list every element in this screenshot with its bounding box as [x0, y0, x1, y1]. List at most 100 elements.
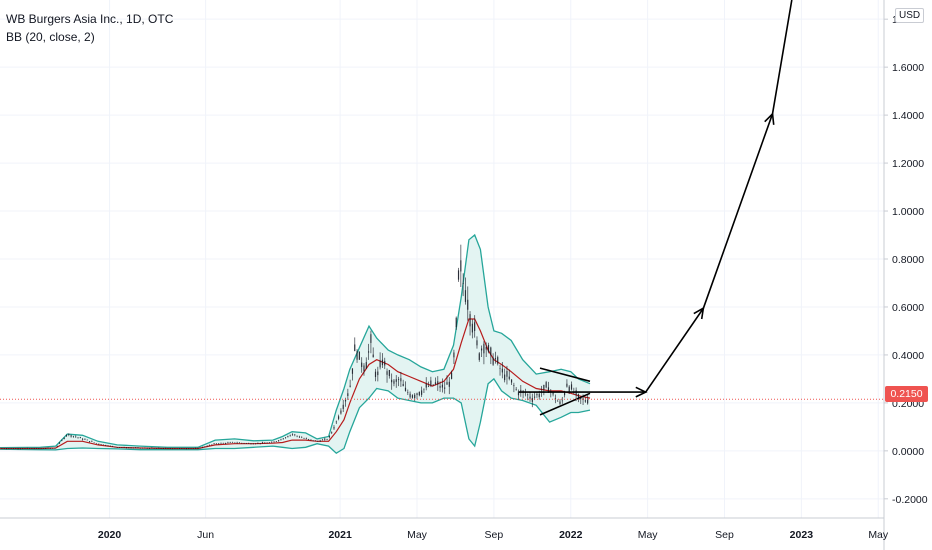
trendline-drawings[interactable]: [518, 0, 793, 416]
candle-body: [557, 400, 559, 402]
candle-body: [490, 347, 492, 356]
indicator-label[interactable]: BB (20, close, 2): [6, 30, 95, 44]
chart-grid: [0, 0, 884, 518]
candle-body: [393, 380, 395, 384]
y-tick-label: 0.8000: [892, 254, 924, 266]
candle-body: [107, 445, 109, 447]
candle-body: [65, 434, 68, 436]
candle-body: [12, 448, 15, 450]
candle-body: [282, 438, 284, 440]
candle-body: [17, 448, 19, 450]
candle-body: [351, 368, 354, 374]
candle-body: [234, 442, 236, 444]
triangle-lower-line: [539, 392, 591, 416]
candle-body: [222, 443, 224, 444]
candle-body: [381, 359, 384, 366]
projection-line: [518, 0, 793, 393]
candle-body: [388, 369, 390, 377]
candle-body: [460, 260, 462, 272]
candle-body: [520, 389, 522, 393]
candle-body: [467, 299, 469, 310]
candle-body: [335, 421, 337, 423]
candle-body: [252, 443, 254, 445]
candle-body: [125, 447, 128, 449]
y-tick-label: 1.2000: [892, 158, 924, 170]
candle-body: [483, 343, 485, 354]
x-tick-label: 2023: [790, 529, 814, 541]
candle-body: [510, 379, 513, 383]
candle-body: [105, 445, 107, 446]
candle-body: [24, 448, 26, 449]
candle-body: [577, 394, 580, 399]
candle-body: [531, 398, 533, 402]
x-tick-label: May: [407, 529, 428, 541]
currency-badge[interactable]: USD: [895, 8, 925, 23]
x-tick-label: 2020: [98, 529, 122, 541]
candle-body: [169, 448, 171, 450]
candle-body: [494, 358, 497, 360]
y-tick-label: -0.2000: [892, 494, 928, 506]
candle-body: [42, 448, 45, 449]
candle-body: [204, 446, 206, 448]
lower-band-line: [0, 377, 591, 455]
candle-body: [167, 448, 169, 449]
candle-body: [291, 434, 294, 435]
candle-body: [114, 446, 116, 448]
candle-body: [303, 438, 305, 439]
candle-body: [552, 391, 554, 395]
candle-body: [349, 385, 351, 387]
projection-arrowhead: [635, 386, 648, 398]
candle-body: [95, 443, 98, 444]
price-axis[interactable]: 1.80001.60001.40001.20001.00000.80000.60…: [884, 14, 928, 506]
y-tick-label: 1.4000: [892, 110, 924, 122]
candle-body: [476, 340, 478, 346]
candle-body: [40, 448, 42, 449]
candle-body: [26, 447, 28, 449]
candle-body: [338, 416, 340, 419]
projection-arrowhead: [764, 112, 775, 125]
candle-body: [135, 447, 137, 449]
candle-body: [298, 436, 301, 438]
candle-body: [58, 442, 61, 444]
projection-arrowhead: [693, 306, 705, 320]
candle-body: [77, 437, 79, 439]
candle-body: [421, 390, 423, 395]
candle-body: [386, 371, 388, 375]
candle-body: [370, 334, 372, 343]
candle-body: [22, 448, 24, 450]
candle-body: [430, 380, 432, 386]
candle-body: [314, 440, 317, 442]
candle-body: [501, 368, 503, 373]
y-tick-label: 0.4000: [892, 350, 924, 362]
candle-body: [139, 447, 141, 449]
candle-body: [112, 446, 114, 447]
candle-body: [243, 443, 245, 444]
candle-body: [517, 391, 520, 396]
candle-body: [312, 440, 314, 442]
candle-body: [418, 391, 420, 396]
upper-band-line: [0, 233, 591, 449]
candle-body: [363, 365, 365, 372]
candle-body: [485, 346, 487, 350]
candle-body: [328, 436, 330, 438]
candle-body: [499, 368, 501, 369]
candle-body: [132, 447, 134, 449]
candle-body: [79, 437, 81, 439]
candle-body: [324, 438, 326, 440]
price-bars: [1, 244, 589, 450]
candle-body: [206, 445, 208, 447]
candle-body: [434, 382, 437, 384]
candle-body: [280, 439, 282, 440]
candle-body: [464, 290, 467, 302]
candle-body: [1, 448, 3, 450]
symbol-title[interactable]: WB Burgers Asia Inc., 1D, OTC: [6, 12, 174, 26]
time-axis[interactable]: 2020 Jun 2021 May Sep 2022 May Sep 2023 May: [98, 529, 889, 541]
candle-body: [326, 439, 328, 440]
candle-body: [462, 282, 464, 284]
candle-body: [478, 353, 480, 360]
candle-body: [208, 444, 211, 446]
candle-body: [492, 357, 494, 365]
candle-body: [5, 448, 8, 450]
candle-body: [317, 441, 319, 442]
